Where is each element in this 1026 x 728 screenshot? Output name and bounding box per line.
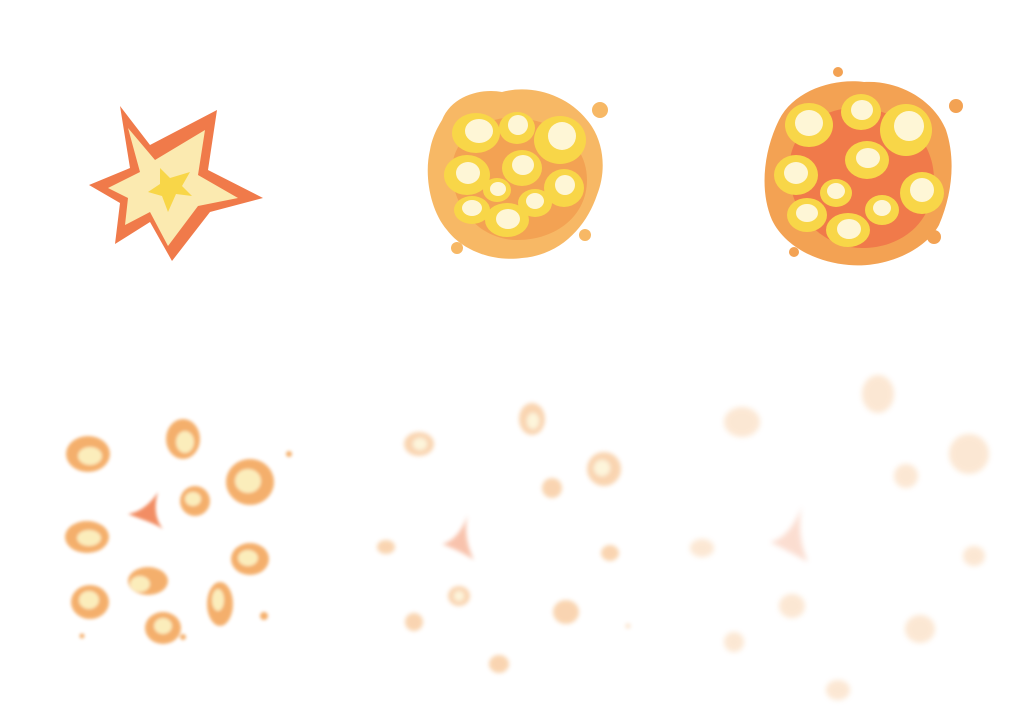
debris-scatter-sprite — [65, 419, 292, 644]
star-flash-sprite — [89, 106, 263, 261]
expanding-fireball-sprite — [764, 67, 963, 266]
fireball-sprite — [427, 89, 608, 259]
explosion-frame-5 — [342, 364, 684, 728]
fireball-bubbles — [444, 112, 586, 237]
explosion-frame-4 — [0, 364, 342, 728]
dissipating-spark-shape — [770, 506, 808, 562]
fading-debris-puffs — [377, 403, 630, 673]
explosion-frame-1 — [0, 0, 342, 364]
explosion-frame-3 — [684, 0, 1026, 364]
debris-fading-sprite — [377, 403, 630, 673]
expanding-fireball-bubbles — [774, 94, 944, 247]
debris-spark-shape — [128, 492, 163, 529]
fading-spark-shape — [442, 514, 474, 560]
star-core-shape — [148, 168, 192, 212]
debris-puffs — [65, 419, 292, 644]
explosion-frame-2 — [342, 0, 684, 364]
debris-dissipating-sprite — [690, 375, 989, 700]
dissipating-debris-puffs — [690, 375, 989, 700]
explosion-frame-6 — [684, 364, 1026, 728]
